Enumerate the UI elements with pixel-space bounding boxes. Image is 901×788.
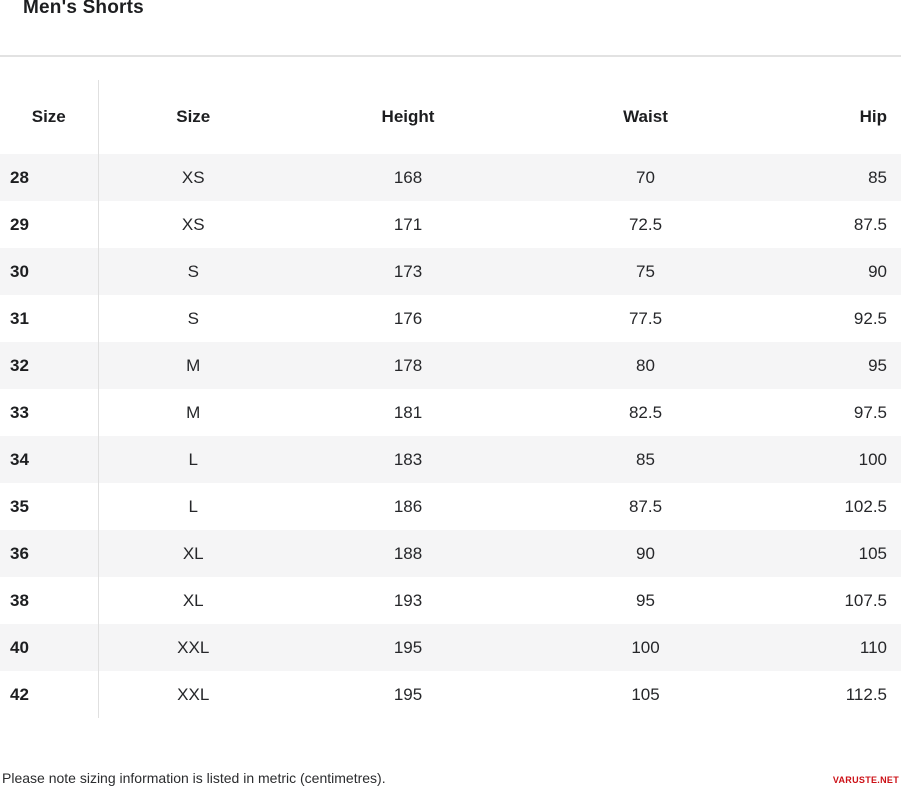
table-row: 34 L 183 85 100 [0, 436, 901, 483]
measurement-cell: L [98, 436, 288, 483]
table-row: 42 XXL 195 105 112.5 [0, 671, 901, 718]
measurement-cell: 195 [288, 624, 528, 671]
table-row: 31 S 176 77.5 92.5 [0, 295, 901, 342]
size-number-cell: 34 [0, 436, 99, 483]
size-number-cell: 31 [0, 295, 99, 342]
measurement-cell: 90 [763, 248, 901, 295]
measurement-cell: S [98, 248, 288, 295]
measurement-cell: 105 [763, 530, 901, 577]
measurement-cell: 171 [288, 201, 528, 248]
measurement-cell: 75 [528, 248, 763, 295]
measurement-cell: 173 [288, 248, 528, 295]
header-row: Size Size Height Waist Hip [0, 80, 901, 154]
measurement-cell: 105 [528, 671, 763, 718]
measurement-cell: 181 [288, 389, 528, 436]
varuste-net-logo: VARUSTE.NET [832, 775, 899, 785]
size-number-cell: 33 [0, 389, 99, 436]
measurement-cell: 72.5 [528, 201, 763, 248]
measurement-cell: 102.5 [763, 483, 901, 530]
measurement-cell: 77.5 [528, 295, 763, 342]
column-header-hip: Hip [763, 80, 901, 154]
column-header-height: Height [288, 80, 528, 154]
size-number-cell: 40 [0, 624, 99, 671]
column-header-size-letter: Size [98, 80, 288, 154]
column-header-waist: Waist [528, 80, 763, 154]
measurement-cell: M [98, 342, 288, 389]
table-row: 30 S 173 75 90 [0, 248, 901, 295]
size-table-body: 28 XS 168 70 85 29 XS 171 72.5 87.5 30 S 173 75 90 31 S 1… [0, 154, 901, 718]
size-number-cell: 32 [0, 342, 99, 389]
table-row: 35 L 186 87.5 102.5 [0, 483, 901, 530]
size-number-cell: 36 [0, 530, 99, 577]
measurement-cell: 85 [763, 154, 901, 201]
measurement-cell: XL [98, 577, 288, 624]
measurement-cell: XL [98, 530, 288, 577]
measurement-cell: 107.5 [763, 577, 901, 624]
title-divider-rule [0, 55, 901, 57]
measurement-cell: 100 [528, 624, 763, 671]
measurement-cell: 82.5 [528, 389, 763, 436]
measurement-cell: XXL [98, 671, 288, 718]
table-row: 32 M 178 80 95 [0, 342, 901, 389]
measurement-cell: 193 [288, 577, 528, 624]
size-number-cell: 28 [0, 154, 99, 201]
measurement-cell: 97.5 [763, 389, 901, 436]
measurement-cell: 90 [528, 530, 763, 577]
table-row: 29 XS 171 72.5 87.5 [0, 201, 901, 248]
measurement-cell: 70 [528, 154, 763, 201]
size-number-cell: 38 [0, 577, 99, 624]
measurement-cell: S [98, 295, 288, 342]
measurement-cell: 178 [288, 342, 528, 389]
measurement-cell: 110 [763, 624, 901, 671]
table-row: 28 XS 168 70 85 [0, 154, 901, 201]
measurement-cell: 195 [288, 671, 528, 718]
size-number-cell: 30 [0, 248, 99, 295]
size-number-cell: 42 [0, 671, 99, 718]
measurement-cell: 95 [528, 577, 763, 624]
table-row: 38 XL 193 95 107.5 [0, 577, 901, 624]
measurement-cell: L [98, 483, 288, 530]
measurement-cell: 186 [288, 483, 528, 530]
measurement-cell: 85 [528, 436, 763, 483]
table-row: 33 M 181 82.5 97.5 [0, 389, 901, 436]
sizing-table-header: Size Size Height Waist Hip [0, 80, 901, 154]
page-title: Men's Shorts [23, 0, 144, 18]
table-row: 36 XL 188 90 105 [0, 530, 901, 577]
measurement-cell: 112.5 [763, 671, 901, 718]
metric-units-note: Please note sizing information is listed… [2, 770, 386, 786]
measurement-cell: 100 [763, 436, 901, 483]
measurement-cell: 176 [288, 295, 528, 342]
measurement-cell: 80 [528, 342, 763, 389]
measurement-cell: M [98, 389, 288, 436]
measurement-cell: 188 [288, 530, 528, 577]
measurement-cell: 95 [763, 342, 901, 389]
measurement-cell: 183 [288, 436, 528, 483]
measurement-cell: XXL [98, 624, 288, 671]
measurement-cell: 87.5 [763, 201, 901, 248]
size-number-cell: 35 [0, 483, 99, 530]
measurement-cell: 92.5 [763, 295, 901, 342]
measurement-cell: 168 [288, 154, 528, 201]
measurement-cell: XS [98, 201, 288, 248]
measurement-cell: 87.5 [528, 483, 763, 530]
measurement-cell: XS [98, 154, 288, 201]
size-number-cell: 29 [0, 201, 99, 248]
sizing-table: Size Size Height Waist Hip 28 XS 168 70 85 29… [0, 80, 901, 718]
column-header-size-number: Size [0, 80, 99, 154]
table-row: 40 XXL 195 100 110 [0, 624, 901, 671]
